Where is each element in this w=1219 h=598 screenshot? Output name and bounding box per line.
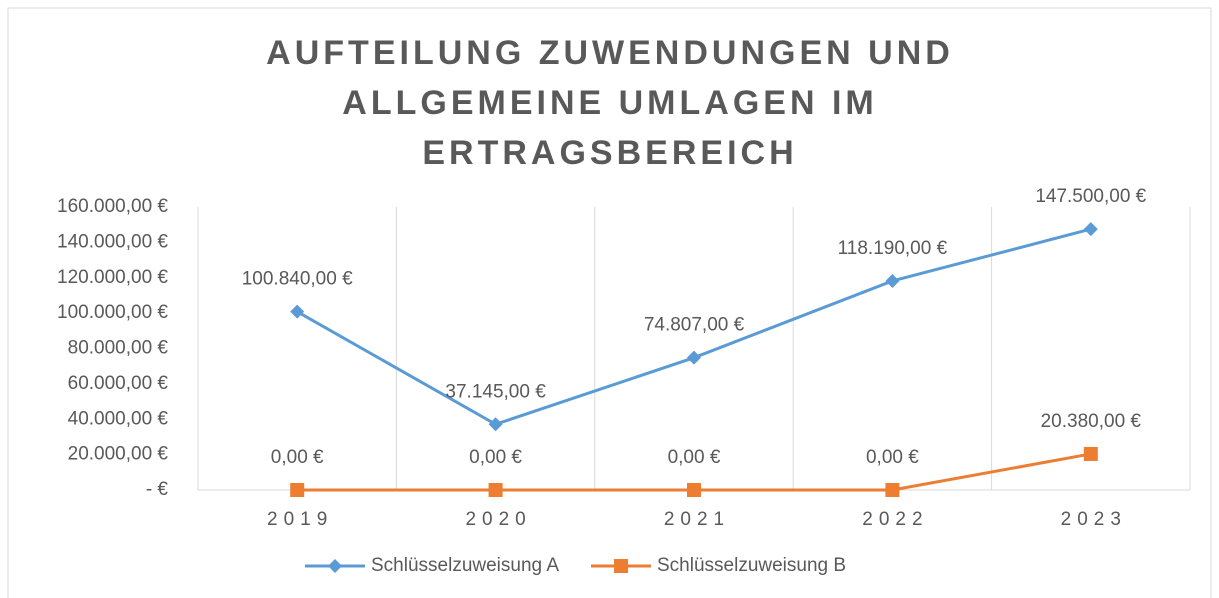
marker [1083,446,1098,461]
legend-marker [614,559,628,573]
marker [488,483,503,497]
x-tick-label: 2019 [267,509,333,530]
y-tick-label: 80.000,00 € [68,338,169,359]
marker [885,273,900,288]
data-label: 37.145,00 € [445,381,546,402]
data-label: 0,00 € [866,447,919,468]
data-label: 0,00 € [469,447,522,468]
y-tick-label: 40.000,00 € [68,408,169,429]
x-tick-label: 2020 [465,509,531,530]
data-label: 74.807,00 € [644,315,745,336]
y-tick-label: 20.000,00 € [68,444,169,465]
data-label: 0,00 € [271,447,324,468]
x-tick-label: 2022 [862,509,928,530]
marker [687,483,701,497]
data-label: 100.840,00 € [242,269,353,290]
chart-title: AUFTEILUNG ZUWENDUNGEN UND ALLGEMEINE UML… [266,34,954,172]
legend-marker [328,559,342,573]
x-tick-label: 2023 [1061,509,1127,530]
y-tick-label: 140.000,00 € [57,231,168,252]
data-label: 118.190,00 € [838,238,948,259]
y-tick-label: 100.000,00 € [57,302,168,323]
legend-label: Schlüsselzuweisung A [371,555,559,576]
marker [488,417,503,432]
marker [1083,222,1098,237]
legend-label: Schlüsselzuweisung B [657,555,846,576]
y-tick-label: 60.000,00 € [68,373,169,394]
marker [885,483,900,497]
data-label: 147.500,00 € [1035,186,1146,207]
y-tick-label: - € [146,479,169,500]
marker [290,304,305,319]
chart-border [7,7,1212,598]
y-tick-label: 120.000,00 € [57,267,168,288]
data-label: 20.380,00 € [1041,411,1142,432]
y-tick-label: 160.000,00 € [57,196,168,217]
x-tick-label: 2021 [664,509,730,530]
marker [687,350,701,365]
marker [290,483,305,497]
data-label: 0,00 € [668,447,721,468]
